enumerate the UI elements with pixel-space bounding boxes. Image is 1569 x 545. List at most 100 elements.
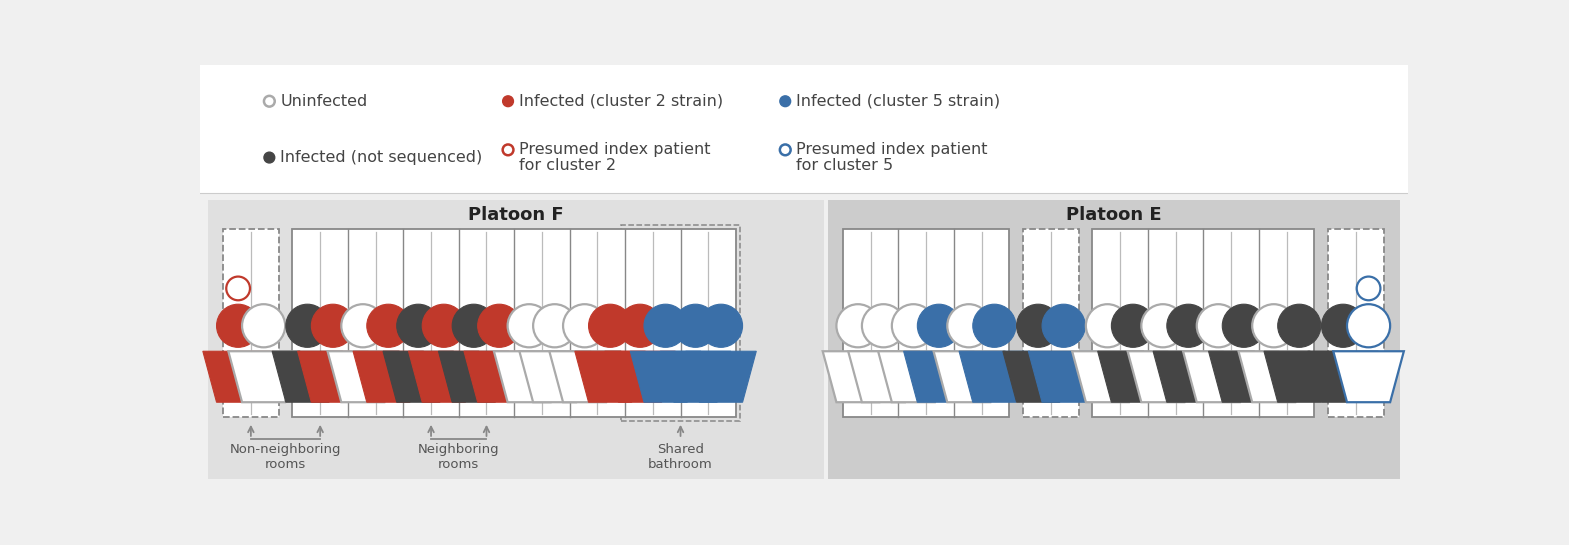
Bar bbox=[1023, 229, 1078, 417]
Polygon shape bbox=[383, 351, 453, 402]
Polygon shape bbox=[879, 351, 949, 402]
Polygon shape bbox=[1309, 351, 1378, 402]
Polygon shape bbox=[494, 351, 565, 402]
Circle shape bbox=[563, 304, 606, 347]
Circle shape bbox=[918, 304, 960, 347]
Polygon shape bbox=[1208, 351, 1279, 402]
Text: Presumed index patient: Presumed index patient bbox=[795, 142, 987, 158]
Polygon shape bbox=[1153, 351, 1224, 402]
Polygon shape bbox=[519, 351, 590, 402]
Text: Shared
bathroom: Shared bathroom bbox=[648, 444, 712, 471]
Text: Non-neighboring
rooms: Non-neighboring rooms bbox=[229, 444, 342, 471]
Circle shape bbox=[502, 96, 513, 107]
Circle shape bbox=[1141, 304, 1185, 347]
Bar bbox=[621, 225, 741, 421]
Polygon shape bbox=[438, 351, 508, 402]
Circle shape bbox=[217, 304, 260, 347]
Polygon shape bbox=[959, 351, 1029, 402]
Circle shape bbox=[973, 304, 1015, 347]
Circle shape bbox=[1086, 304, 1130, 347]
Circle shape bbox=[422, 304, 466, 347]
Circle shape bbox=[1111, 304, 1155, 347]
Circle shape bbox=[311, 304, 355, 347]
Bar bbox=[292, 229, 736, 417]
Circle shape bbox=[675, 304, 717, 347]
Polygon shape bbox=[661, 351, 731, 402]
Polygon shape bbox=[1265, 351, 1335, 402]
Bar bbox=[223, 229, 279, 417]
Polygon shape bbox=[1003, 351, 1073, 402]
Circle shape bbox=[588, 304, 632, 347]
Circle shape bbox=[1017, 304, 1059, 347]
Polygon shape bbox=[353, 351, 424, 402]
Polygon shape bbox=[934, 351, 1004, 402]
Bar bbox=[827, 199, 1401, 479]
Text: Presumed index patient: Presumed index patient bbox=[519, 142, 711, 158]
Circle shape bbox=[780, 144, 791, 155]
Circle shape bbox=[286, 304, 329, 347]
Text: Uninfected: Uninfected bbox=[281, 94, 367, 109]
Polygon shape bbox=[1334, 351, 1404, 402]
Polygon shape bbox=[1098, 351, 1169, 402]
Polygon shape bbox=[1183, 351, 1254, 402]
Circle shape bbox=[508, 304, 551, 347]
Circle shape bbox=[502, 144, 513, 155]
Polygon shape bbox=[904, 351, 974, 402]
Polygon shape bbox=[549, 351, 620, 402]
Text: for cluster 2: for cluster 2 bbox=[519, 158, 617, 173]
Polygon shape bbox=[328, 351, 399, 402]
Circle shape bbox=[1042, 304, 1086, 347]
Circle shape bbox=[342, 304, 384, 347]
Bar bbox=[843, 229, 1009, 417]
Circle shape bbox=[533, 304, 576, 347]
Bar bbox=[207, 199, 824, 479]
Polygon shape bbox=[408, 351, 479, 402]
Circle shape bbox=[836, 304, 880, 347]
Circle shape bbox=[1357, 276, 1381, 300]
Text: Platoon E: Platoon E bbox=[1067, 205, 1163, 223]
Polygon shape bbox=[1238, 351, 1309, 402]
Polygon shape bbox=[1072, 351, 1142, 402]
Circle shape bbox=[618, 304, 662, 347]
Circle shape bbox=[226, 276, 249, 300]
Polygon shape bbox=[271, 351, 342, 402]
Polygon shape bbox=[822, 351, 893, 402]
Polygon shape bbox=[631, 351, 701, 402]
Polygon shape bbox=[686, 351, 756, 402]
Circle shape bbox=[264, 96, 275, 107]
Polygon shape bbox=[298, 351, 369, 402]
Circle shape bbox=[1167, 304, 1210, 347]
Circle shape bbox=[264, 152, 275, 163]
Circle shape bbox=[1277, 304, 1321, 347]
Circle shape bbox=[397, 304, 439, 347]
Polygon shape bbox=[202, 351, 273, 402]
Polygon shape bbox=[229, 351, 300, 402]
Circle shape bbox=[367, 304, 410, 347]
Circle shape bbox=[1321, 304, 1365, 347]
Circle shape bbox=[1197, 304, 1240, 347]
Circle shape bbox=[242, 304, 286, 347]
Bar bbox=[1327, 229, 1384, 417]
Polygon shape bbox=[574, 351, 645, 402]
Polygon shape bbox=[604, 351, 675, 402]
Polygon shape bbox=[1028, 351, 1098, 402]
Polygon shape bbox=[464, 351, 535, 402]
Polygon shape bbox=[849, 351, 919, 402]
Circle shape bbox=[452, 304, 496, 347]
Text: Infected (not sequenced): Infected (not sequenced) bbox=[281, 150, 482, 165]
Circle shape bbox=[780, 96, 791, 107]
Circle shape bbox=[891, 304, 935, 347]
Text: Platoon F: Platoon F bbox=[468, 205, 563, 223]
Text: Neighboring
rooms: Neighboring rooms bbox=[417, 444, 499, 471]
Bar bbox=[1092, 229, 1315, 417]
Text: Infected (cluster 2 strain): Infected (cluster 2 strain) bbox=[519, 94, 723, 109]
Circle shape bbox=[700, 304, 742, 347]
Text: Infected (cluster 5 strain): Infected (cluster 5 strain) bbox=[795, 94, 999, 109]
Circle shape bbox=[643, 304, 687, 347]
Circle shape bbox=[948, 304, 990, 347]
Circle shape bbox=[477, 304, 521, 347]
Text: for cluster 5: for cluster 5 bbox=[795, 158, 893, 173]
Polygon shape bbox=[1128, 351, 1199, 402]
Circle shape bbox=[1348, 304, 1390, 347]
Circle shape bbox=[1222, 304, 1265, 347]
